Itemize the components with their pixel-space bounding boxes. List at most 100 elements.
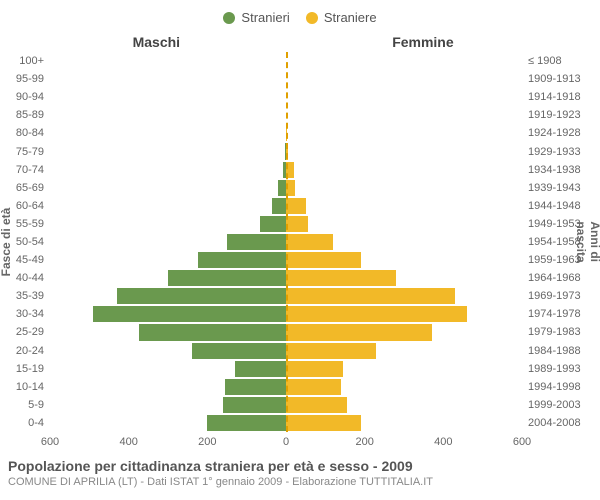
- age-label: 100+: [0, 55, 50, 67]
- year-label: 1964-1968: [522, 272, 590, 284]
- bar-male: [139, 324, 287, 340]
- year-label: 1974-1978: [522, 308, 590, 320]
- bar-half-female: [286, 269, 522, 287]
- bar-half-male: [50, 342, 286, 360]
- x-tick: 400: [434, 436, 452, 448]
- age-label: 15-19: [0, 363, 50, 375]
- bar-female: [286, 324, 432, 340]
- data-row: 100+ ≤ 1908: [0, 52, 600, 70]
- data-row: 60-641944-1948: [0, 197, 600, 215]
- bar-female: [286, 397, 347, 413]
- data-row: 70-741934-1938: [0, 161, 600, 179]
- bar-half-male: [50, 305, 286, 323]
- bar-half-female: [286, 70, 522, 88]
- year-label: 1994-1998: [522, 381, 590, 393]
- bar-half-female: [286, 378, 522, 396]
- bar-male: [225, 379, 286, 395]
- data-row: 90-941914-1918: [0, 88, 600, 106]
- data-row: 65-69 1939-1943: [0, 179, 600, 197]
- chart-subtitle: COMUNE DI APRILIA (LT) - Dati ISTAT 1° g…: [8, 476, 433, 488]
- bar-male: [235, 361, 286, 377]
- data-row: 40-44 1964-1968: [0, 269, 600, 287]
- bar-half-male: [50, 396, 286, 414]
- age-label: 75-79: [0, 146, 50, 158]
- bar-half-male: [50, 142, 286, 160]
- x-tick: 200: [355, 436, 373, 448]
- year-label: 1939-1943: [522, 182, 590, 194]
- bar-female: [286, 270, 396, 286]
- age-label: 30-34: [0, 308, 50, 320]
- bar-half-female: [286, 342, 522, 360]
- bar-male: [198, 252, 287, 268]
- age-label: 40-44: [0, 272, 50, 284]
- age-label: 65-69: [0, 182, 50, 194]
- data-row: 80-841924-1928: [0, 124, 600, 142]
- bar-half-female: [286, 323, 522, 341]
- year-label: 1959-1963: [522, 254, 590, 266]
- x-tick: 200: [198, 436, 216, 448]
- age-label: 55-59: [0, 218, 50, 230]
- age-label: 95-99: [0, 73, 50, 85]
- bar-half-male: [50, 378, 286, 396]
- bar-half-male: [50, 323, 286, 341]
- age-label: 90-94: [0, 91, 50, 103]
- year-label: 1979-1983: [522, 326, 590, 338]
- bar-half-male: [50, 106, 286, 124]
- data-row: 0-42004-2008: [0, 414, 600, 432]
- x-tick: 0: [283, 436, 289, 448]
- bar-half-male: [50, 179, 286, 197]
- bar-half-female: [286, 251, 522, 269]
- bar-half-male: [50, 124, 286, 142]
- bar-male: [278, 180, 286, 196]
- data-row: 45-49 1959-1963: [0, 251, 600, 269]
- bar-half-female: [286, 414, 522, 432]
- bar-male: [227, 234, 286, 250]
- bar-female: [286, 288, 455, 304]
- data-row: 35-391969-1973: [0, 287, 600, 305]
- year-label: 1934-1938: [522, 164, 590, 176]
- bar-female: [286, 234, 333, 250]
- data-row: 20-241984-1988: [0, 342, 600, 360]
- bar-half-female: [286, 215, 522, 233]
- year-label: ≤ 1908: [522, 55, 590, 67]
- bar-half-male: [50, 88, 286, 106]
- bar-half-male: [50, 287, 286, 305]
- data-row: 75-79 1929-1933: [0, 142, 600, 160]
- data-row: 25-29 1979-1983: [0, 323, 600, 341]
- legend-item-male: Stranieri: [223, 10, 289, 25]
- age-label: 80-84: [0, 127, 50, 139]
- legend-swatch-male: [223, 12, 235, 24]
- bar-female: [286, 252, 361, 268]
- bar-half-female: [286, 305, 522, 323]
- age-label: 50-54: [0, 236, 50, 248]
- year-label: 1929-1933: [522, 146, 590, 158]
- bar-half-female: [286, 360, 522, 378]
- age-label: 25-29: [0, 326, 50, 338]
- year-label: 1949-1953: [522, 218, 590, 230]
- bar-half-male: [50, 161, 286, 179]
- data-row: 95-99 1909-1913: [0, 70, 600, 88]
- bar-half-male: [50, 233, 286, 251]
- bar-half-female: [286, 52, 522, 70]
- legend-label-male: Stranieri: [241, 10, 289, 25]
- bar-female: [286, 216, 308, 232]
- year-label: 2004-2008: [522, 417, 590, 429]
- bar-male: [207, 415, 286, 431]
- age-label: 45-49: [0, 254, 50, 266]
- bar-half-female: [286, 142, 522, 160]
- bar-male: [168, 270, 286, 286]
- age-label: 5-9: [0, 399, 50, 411]
- bar-half-male: [50, 197, 286, 215]
- bar-half-female: [286, 161, 522, 179]
- bar-half-female: [286, 197, 522, 215]
- bar-half-male: [50, 215, 286, 233]
- year-label: 1989-1993: [522, 363, 590, 375]
- bar-half-male: [50, 269, 286, 287]
- age-label: 60-64: [0, 200, 50, 212]
- bar-half-female: [286, 106, 522, 124]
- year-label: 1984-1988: [522, 345, 590, 357]
- data-row: 85-891919-1923: [0, 106, 600, 124]
- age-label: 10-14: [0, 381, 50, 393]
- year-label: 1909-1913: [522, 73, 590, 85]
- bar-half-female: [286, 179, 522, 197]
